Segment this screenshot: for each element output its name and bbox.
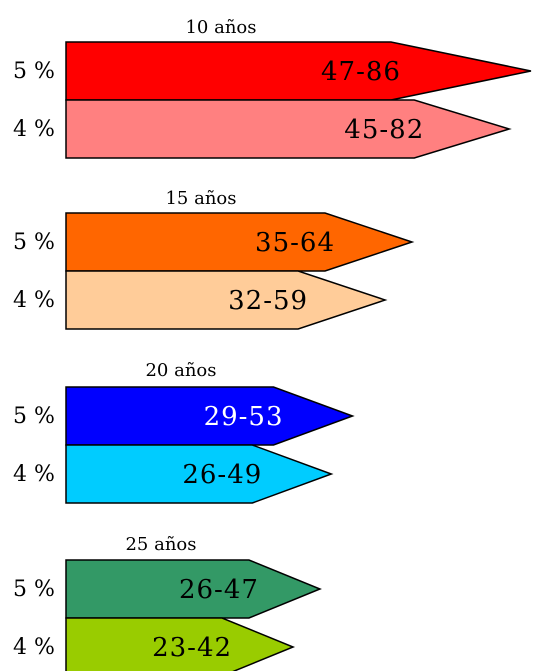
group-title: 20 años <box>145 360 216 381</box>
value-label: 35-64 <box>255 228 335 258</box>
value-label: 23-42 <box>152 633 232 663</box>
bar-group: 25 años 5 % 26-47 4 % 23-42 <box>13 534 322 671</box>
arrow-bar <box>65 212 415 272</box>
category-label: 4 % <box>13 288 55 313</box>
arrow-bar <box>65 444 334 504</box>
arrow-bar <box>65 559 322 619</box>
value-label: 47-86 <box>321 57 401 87</box>
category-label: 4 % <box>13 117 55 142</box>
value-label: 26-49 <box>182 460 262 490</box>
arrow-bar <box>65 41 532 101</box>
bar-group: 15 años 5 % 35-64 4 % 32-59 <box>13 188 415 330</box>
category-label: 5 % <box>13 59 55 84</box>
category-label: 4 % <box>13 462 55 487</box>
value-label: 32-59 <box>228 286 308 316</box>
bar-group: 10 años 5 % 47-86 4 % 45-82 <box>13 17 532 159</box>
group-title: 10 años <box>185 17 256 38</box>
arrow-bar <box>65 270 388 330</box>
arrow-bar <box>65 386 355 446</box>
category-label: 5 % <box>13 577 55 602</box>
arrow-bar <box>65 617 296 671</box>
arrow-bar <box>65 99 512 159</box>
category-label: 4 % <box>13 635 55 660</box>
group-title: 25 años <box>125 534 196 555</box>
group-title: 15 años <box>165 188 236 209</box>
value-label: 45-82 <box>344 115 424 145</box>
value-label: 29-53 <box>204 402 284 432</box>
category-label: 5 % <box>13 404 55 429</box>
category-label: 5 % <box>13 230 55 255</box>
bar-group: 20 años 5 % 29-53 4 % 26-49 <box>13 360 355 504</box>
value-label: 26-47 <box>179 575 259 605</box>
